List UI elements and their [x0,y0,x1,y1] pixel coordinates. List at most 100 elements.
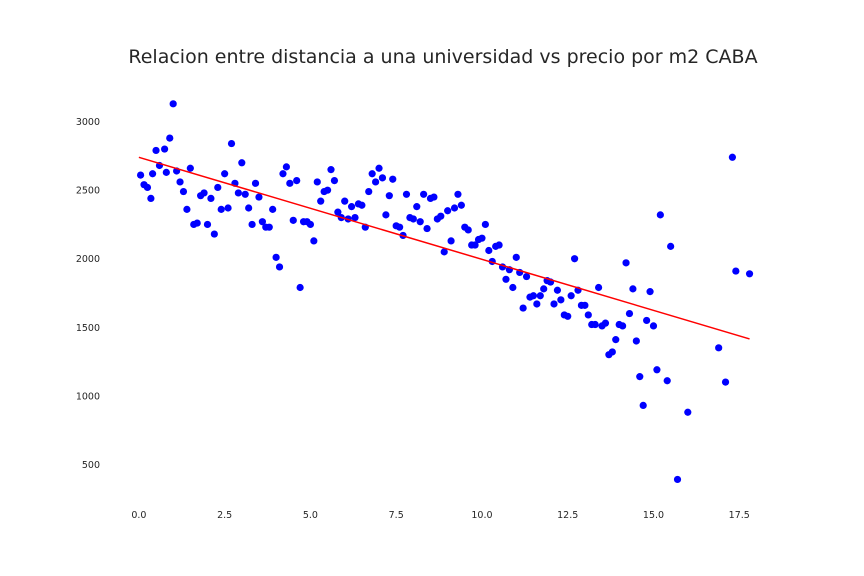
data-point [378,174,387,182]
data-point [293,176,301,185]
x-tick-label: 5.0 [303,510,318,521]
data-point [279,170,287,178]
data-point [413,203,421,211]
data-point [152,146,160,155]
data-point [608,348,616,356]
data-point [591,320,599,329]
data-point [570,255,579,263]
data-point [193,219,201,227]
data-point [347,203,356,211]
data-point [653,366,661,374]
data-point [629,285,637,293]
data-point [478,234,486,242]
data-point [420,190,428,198]
data-point [241,190,249,198]
data-point [416,218,424,226]
data-point [334,208,342,216]
data-point [149,170,157,178]
data-point [248,220,256,229]
data-point [217,205,225,213]
data-point [186,164,194,172]
data-point [234,189,242,197]
data-point [368,170,376,178]
data-point [649,322,658,330]
data-point [512,253,520,261]
data-point [183,205,191,213]
data-point [522,272,531,281]
data-point [200,189,208,197]
data-point [715,344,723,352]
data-point [643,316,651,325]
data-point [289,216,297,224]
data-point [372,178,380,186]
data-point [684,408,692,416]
data-point [509,283,517,292]
data-point [519,304,527,312]
x-tick-label: 17.5 [729,510,750,521]
data-point [351,214,359,222]
data-point [444,207,452,215]
data-point [210,230,218,238]
data-point [323,186,332,194]
data-point [454,190,462,198]
data-point [272,253,280,261]
data-point [440,248,448,256]
data-point [365,187,373,196]
x-axis: 0.0 2.5 5.0 7.5 10.0 12.5 15.0 17.5 [131,510,750,521]
data-point [728,153,737,161]
data-point [251,179,260,187]
x-tick-label: 0.0 [131,510,146,521]
y-tick-label: 2000 [76,254,100,265]
data-point [143,183,152,192]
data-point [385,192,393,200]
data-point [471,241,479,249]
data-point [282,163,290,171]
data-point [447,237,455,245]
trend-line [138,156,750,340]
data-point [625,309,634,318]
data-point [464,226,472,234]
data-point [423,224,431,233]
data-point [529,292,538,300]
data-point [330,176,339,185]
data-point [612,336,620,344]
data-point [245,204,253,212]
data-point [636,373,644,381]
data-point [402,190,411,198]
data-point [296,283,304,292]
data-point [375,164,383,172]
data-point [481,220,489,229]
data-point [227,139,236,148]
data-point [639,401,647,410]
data-point [162,168,170,176]
data-point [632,337,640,345]
data-point [136,171,145,179]
data-point [646,288,654,296]
data-point [203,220,212,229]
data-point [255,193,263,201]
x-tick-label: 7.5 [389,510,404,521]
data-point [564,312,572,320]
data-point [169,100,177,108]
data-point [224,204,232,212]
data-point [457,201,465,209]
data-point [358,201,366,209]
data-point [495,241,503,249]
data-point [557,296,565,304]
data-point [595,283,603,292]
data-point [584,311,592,319]
data-point [450,204,459,212]
data-point [409,215,417,223]
x-tick-label: 15.0 [643,510,664,521]
data-point [502,275,510,283]
data-point [313,178,321,186]
data-point [540,285,548,293]
data-point [221,170,229,178]
data-point [673,475,682,484]
data-point [430,193,438,201]
y-tick-label: 500 [82,460,100,471]
data-point [317,197,325,205]
data-point [485,246,493,255]
data-point [327,166,335,174]
